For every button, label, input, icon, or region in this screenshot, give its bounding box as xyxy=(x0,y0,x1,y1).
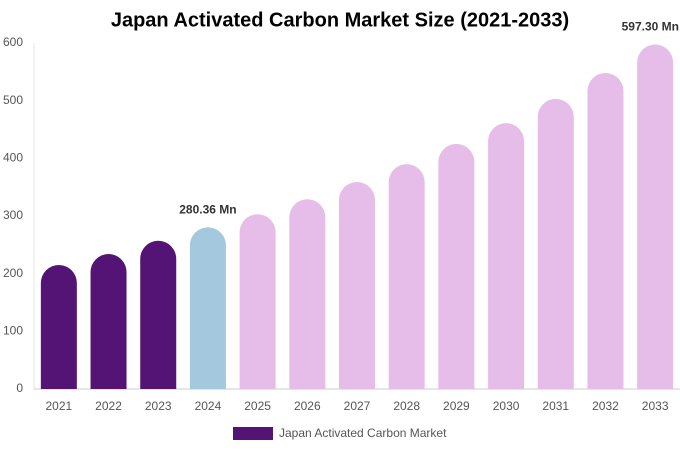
x-tick-label: 2023 xyxy=(145,399,172,413)
x-tick-label: 2021 xyxy=(45,399,72,413)
bar xyxy=(637,44,674,389)
y-tick-label: 300 xyxy=(3,208,23,222)
legend-swatch xyxy=(233,427,273,440)
bar xyxy=(339,181,375,389)
x-tick-label: 2032 xyxy=(592,399,619,413)
x-tick-label: 2028 xyxy=(393,399,420,413)
y-tick-label: 400 xyxy=(3,151,23,165)
chart-title: Japan Activated Carbon Market Size (2021… xyxy=(111,9,569,31)
x-tick-label: 2033 xyxy=(642,399,669,413)
y-tick-label: 600 xyxy=(3,35,23,49)
x-tick-label: 2031 xyxy=(542,399,569,413)
bar xyxy=(388,164,425,389)
x-tick-label: 2022 xyxy=(95,399,122,413)
x-tick-label: 2026 xyxy=(294,399,321,413)
bar xyxy=(189,227,226,389)
x-tick-label: 2024 xyxy=(195,399,222,413)
bar xyxy=(239,214,276,389)
data-label: 597.30 Mn xyxy=(622,20,679,34)
x-tick-label: 2029 xyxy=(443,399,470,413)
y-tick-label: 500 xyxy=(3,93,23,107)
bar xyxy=(587,72,624,389)
y-tick-label: 200 xyxy=(3,266,23,280)
data-label: 280.36 Mn xyxy=(179,202,236,216)
bar xyxy=(90,254,127,389)
x-tick-label: 2027 xyxy=(344,399,371,413)
x-tick-label: 2030 xyxy=(493,399,520,413)
bar xyxy=(40,265,77,389)
x-tick-label: 2025 xyxy=(244,399,271,413)
y-tick-label: 0 xyxy=(16,381,23,395)
bar xyxy=(488,123,525,389)
bar xyxy=(438,143,475,389)
y-tick-label: 100 xyxy=(3,324,23,338)
bar xyxy=(537,98,574,389)
bar xyxy=(140,240,177,389)
bar xyxy=(289,199,326,389)
legend-label: Japan Activated Carbon Market xyxy=(279,426,447,440)
